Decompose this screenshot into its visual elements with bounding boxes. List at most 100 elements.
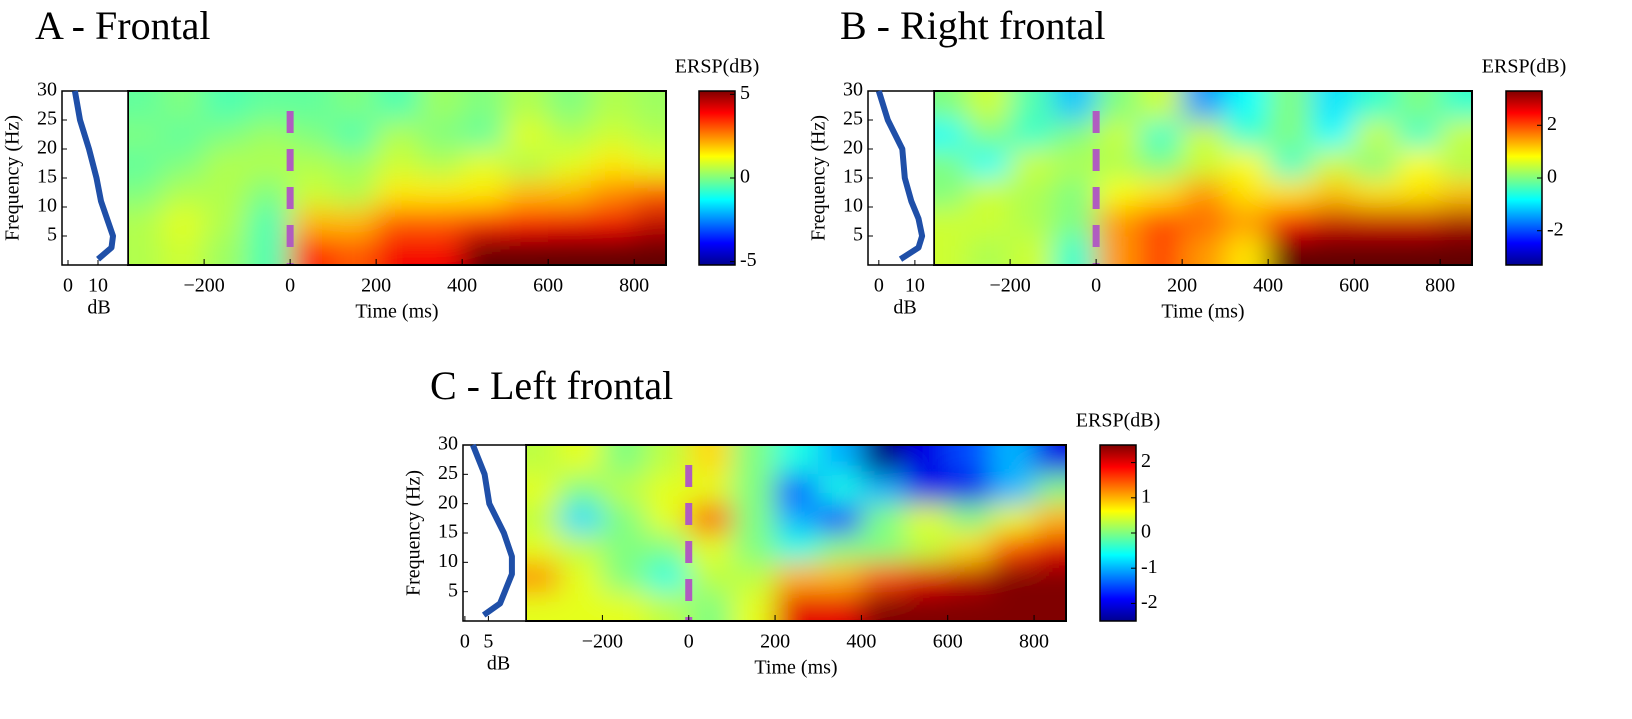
heatmap-cell <box>1311 207 1355 237</box>
heatmap-cell <box>990 591 1035 621</box>
y-tick-label: 10 <box>438 550 458 572</box>
heatmap-cell <box>775 445 819 475</box>
heatmap-cell <box>947 474 992 505</box>
heatmap-cell <box>1096 91 1140 121</box>
y-tick-label: 5 <box>853 224 863 246</box>
heatmap-cell <box>462 120 506 150</box>
y-tick-label: 30 <box>843 79 863 101</box>
heatmap-cell <box>934 120 968 150</box>
heatmap-cell <box>333 178 377 208</box>
heatmap-cell <box>818 562 862 593</box>
heatmap-cell <box>818 591 862 621</box>
heatmap-cell <box>376 236 420 265</box>
colorbar-tick-label: -2 <box>1141 591 1158 613</box>
heatmap-cell <box>247 91 291 121</box>
heatmap-cell <box>947 533 992 563</box>
heatmap-cell <box>602 503 647 534</box>
spectrum-tick-label: 0 <box>874 275 884 297</box>
y-tick-label: 15 <box>843 166 863 188</box>
heatmap-cell <box>1139 207 1183 237</box>
y-tick-label: 15 <box>37 166 57 188</box>
heatmap-cell <box>1034 474 1066 505</box>
heatmap-cell <box>1010 236 1054 265</box>
y-tick-label: 15 <box>438 521 458 543</box>
heatmap-cell <box>634 91 666 121</box>
colorbar-tick-label: -5 <box>740 249 757 271</box>
x-tick-label: 200 <box>760 631 790 653</box>
x-axis-label: Time (ms) <box>754 657 837 679</box>
heatmap-cell <box>775 591 819 621</box>
heatmap-cell <box>990 533 1035 563</box>
heatmap-cell <box>161 236 205 265</box>
heatmap-cell <box>645 474 690 505</box>
spectrum-tick-label: 10 <box>905 275 925 297</box>
x-tick-label: 0 <box>684 631 694 653</box>
heatmap-cell <box>376 178 420 208</box>
heatmap-cell <box>505 236 549 265</box>
heatmap-cell <box>1225 236 1269 265</box>
panel-title: A - Frontal <box>35 3 211 48</box>
heatmap-cell <box>990 445 1035 475</box>
heatmap-cell <box>1182 236 1226 265</box>
heatmap-cell <box>559 503 603 534</box>
heatmap-cell <box>967 207 1011 237</box>
heatmap-cell <box>290 236 334 265</box>
heatmap-cell <box>645 445 690 475</box>
heatmap-cell <box>861 591 906 621</box>
heatmap-cell <box>731 591 776 621</box>
heatmap-cell <box>204 149 248 179</box>
heatmap-cell <box>990 562 1035 593</box>
heatmap-cell <box>161 149 205 179</box>
heatmap-cell <box>247 120 291 150</box>
heatmap-cell <box>161 178 205 208</box>
y-tick-label: 25 <box>37 108 57 130</box>
heatmap-cell <box>333 207 377 237</box>
heatmap-cell <box>645 533 690 563</box>
heatmap-cell <box>204 207 248 237</box>
heatmap-cell <box>419 149 463 179</box>
heatmap-cell <box>1096 207 1140 237</box>
heatmap-cell <box>1354 207 1398 237</box>
heatmap-cell <box>934 91 968 121</box>
heatmap-cells <box>128 91 666 265</box>
heatmap-cell <box>775 562 819 593</box>
heatmap-cell <box>818 503 862 534</box>
heatmap-cell <box>128 91 162 121</box>
heatmap-cell <box>526 591 560 621</box>
x-tick-label: −200 <box>183 275 224 297</box>
heatmap-cell <box>1225 178 1269 208</box>
heatmap-cell <box>505 149 549 179</box>
heatmap-cell <box>1010 91 1054 121</box>
heatmap-cell <box>376 91 420 121</box>
heatmap-cell <box>1311 91 1355 121</box>
colorbar-tick-label: 0 <box>740 166 750 188</box>
x-tick-label: −200 <box>989 275 1030 297</box>
y-tick-label: 25 <box>843 108 863 130</box>
heatmap-cell <box>602 474 647 505</box>
heatmap-cell <box>1182 149 1226 179</box>
heatmap-cell <box>1139 236 1183 265</box>
heatmap-cell <box>204 236 248 265</box>
heatmap-cell <box>634 207 666 237</box>
heatmap-cell <box>333 236 377 265</box>
y-tick-label: 5 <box>47 224 57 246</box>
heatmap-cell <box>1311 120 1355 150</box>
heatmap-cell <box>1182 91 1226 121</box>
colorbar-tick-label: 0 <box>1547 166 1557 188</box>
heatmap-cell <box>602 533 647 563</box>
heatmap-cell <box>1225 207 1269 237</box>
heatmap-cell <box>161 207 205 237</box>
spectrum-tick-label: 0 <box>63 275 73 297</box>
heatmap-cell <box>818 474 862 505</box>
heatmap-cell <box>161 120 205 150</box>
heatmap-cell <box>333 149 377 179</box>
heatmap-cell <box>1440 120 1472 150</box>
heatmap-cell <box>967 149 1011 179</box>
heatmap-cell <box>645 503 690 534</box>
heatmap-cell <box>462 178 506 208</box>
heatmap-cell <box>731 445 776 475</box>
heatmap-cell <box>1268 149 1312 179</box>
y-axis-label: Frequency (Hz) <box>808 115 830 241</box>
heatmap-cell <box>990 474 1035 505</box>
heatmap-cell <box>548 207 592 237</box>
